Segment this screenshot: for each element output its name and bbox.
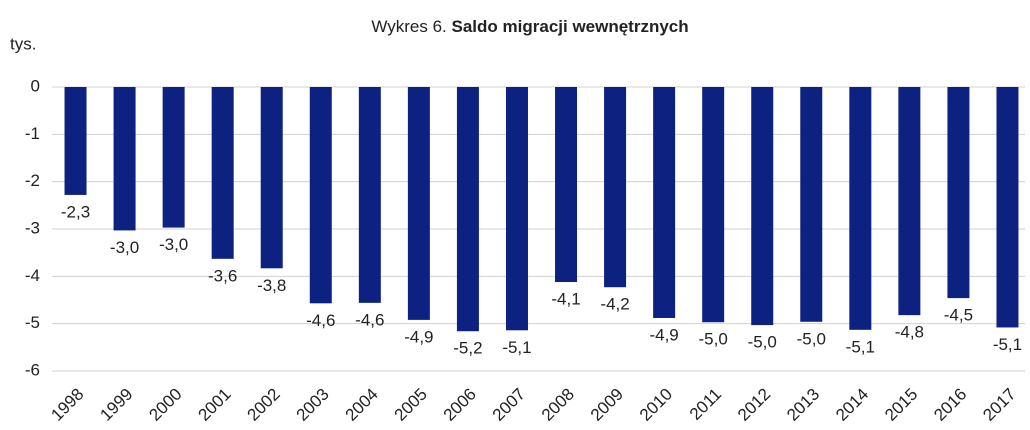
y-axis-label: tys. [10,34,36,53]
bar [702,87,725,323]
x-tick-label: 2017 [979,385,1019,425]
data-label: -5,0 [748,333,777,352]
x-tick-label: 2015 [881,385,921,425]
data-label: -4,9 [649,325,678,344]
data-label: -5,1 [993,335,1022,354]
data-label: -3,0 [110,238,139,257]
bar [113,87,136,231]
bar [751,87,774,326]
bar [64,87,87,195]
x-tick-label: 2014 [832,385,872,425]
y-tick-label: 0 [31,76,40,95]
y-tick-label: -4 [25,266,40,285]
data-label: -3,0 [159,235,188,254]
bar [162,87,185,228]
x-tick-label: 2011 [686,385,725,424]
x-tick-label: 2007 [489,385,529,425]
bar [505,87,528,331]
data-label: -4,6 [355,310,384,329]
y-tick-label: -5 [25,313,40,332]
x-tick-label: 1998 [47,385,87,425]
bar [800,87,823,322]
x-tick-label: 2016 [930,385,970,425]
bar [947,87,970,299]
x-tick-label: 1999 [96,385,136,425]
x-tick-label: 2009 [587,385,627,425]
title-main: Saldo migracji wewnętrznych [452,17,689,36]
bar [211,87,234,259]
bar [996,87,1019,328]
bar [898,87,921,316]
x-tick-label: 2001 [194,385,234,425]
data-label: -5,0 [699,330,728,349]
data-label: -4,6 [306,311,335,330]
y-tick-label: -2 [25,171,40,190]
data-label: -3,8 [257,276,286,295]
x-tick-label: 2003 [293,385,333,425]
x-tick-label: 2008 [538,385,578,425]
y-tick-label: -3 [25,218,40,237]
y-tick-label: -1 [25,124,40,143]
chart-title: Wykres 6. Saldo migracji wewnętrznych [371,17,688,36]
data-label: -4,9 [404,327,433,346]
data-label: -4,8 [895,323,924,342]
x-tick-label: 2010 [636,385,676,425]
data-label: -4,1 [551,289,580,308]
data-label: -5,1 [846,337,875,356]
x-tick-label: 2013 [783,385,823,425]
bar [309,87,332,304]
data-label: -2,3 [61,202,90,221]
bar [260,87,283,269]
bar [358,87,381,303]
bar [456,87,479,332]
bar [407,87,430,320]
x-tick-label: 2002 [244,385,284,425]
data-label: -4,5 [944,306,973,325]
x-tick-label: 2004 [342,385,382,425]
data-label: -3,6 [208,266,237,285]
data-label: -5,1 [502,338,531,357]
x-tick-label: 2005 [391,385,431,425]
bar [555,87,578,283]
data-label: -5,0 [797,329,826,348]
bar [653,87,676,318]
bar [849,87,872,330]
x-tick-label: 2000 [145,385,185,425]
data-label: -4,2 [600,295,629,314]
x-tick-label: 2006 [440,385,480,425]
y-tick-label: -6 [25,360,40,379]
title-label: Wykres 6. [371,17,446,36]
x-tick-label: 2012 [734,385,774,425]
data-label: -5,2 [453,339,482,358]
bar [604,87,627,288]
